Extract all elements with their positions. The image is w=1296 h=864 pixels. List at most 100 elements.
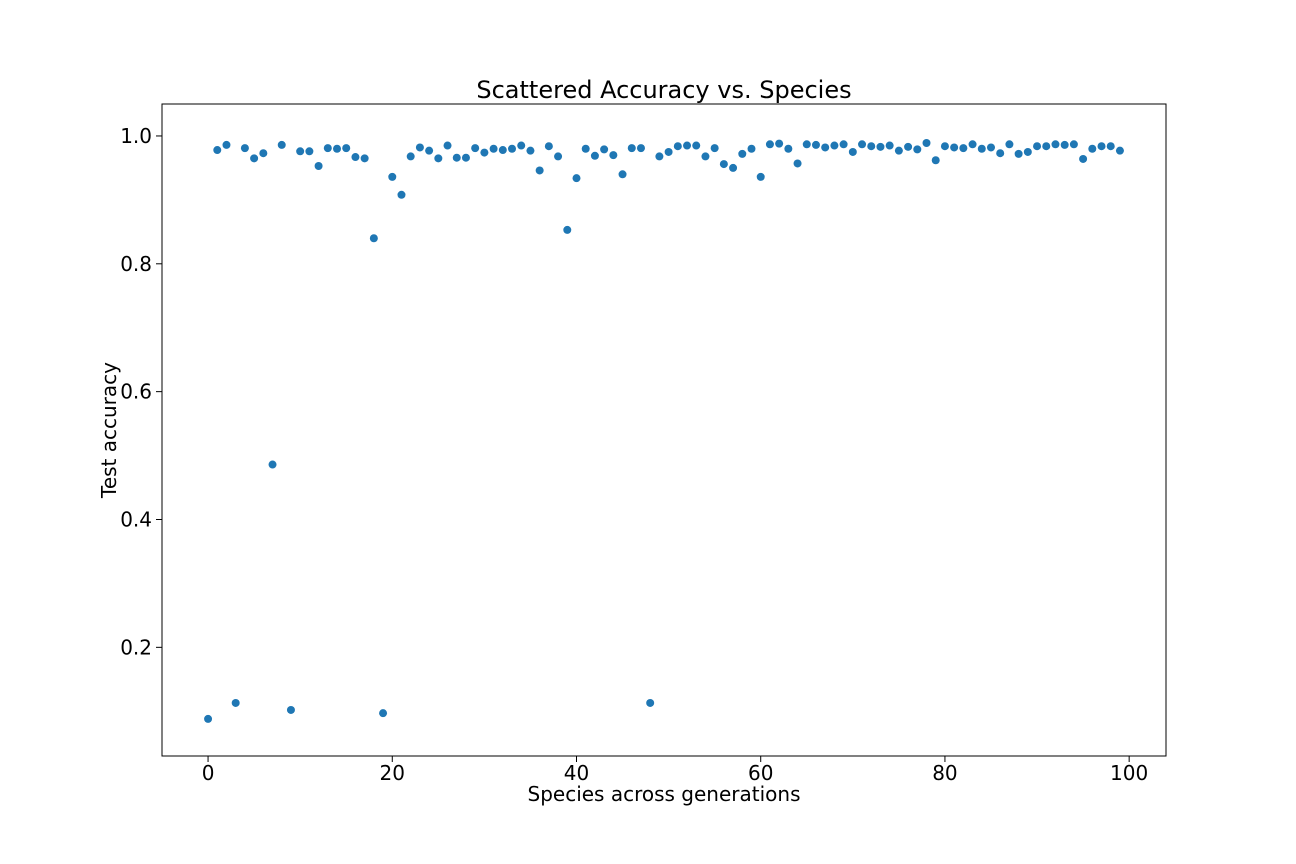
data-point [1005, 140, 1014, 149]
data-point [508, 144, 517, 153]
plot-frame [161, 103, 1167, 757]
data-point [1106, 142, 1115, 151]
data-point [1079, 154, 1088, 163]
data-point [977, 144, 986, 153]
data-point [240, 144, 249, 153]
data-point [471, 144, 480, 153]
data-point [950, 143, 959, 152]
data-point [719, 160, 728, 169]
data-point [1033, 142, 1042, 151]
data-point [489, 144, 498, 153]
y-axis-label: Test accuracy [97, 362, 121, 499]
data-point [452, 153, 461, 162]
data-point [517, 141, 526, 150]
data-point [876, 142, 885, 151]
data-point [1060, 140, 1069, 149]
data-point [839, 140, 848, 149]
data-point [406, 152, 415, 161]
data-point [535, 166, 544, 175]
x-tick-label: 0 [202, 761, 215, 785]
data-point [296, 147, 305, 156]
data-point [480, 148, 489, 157]
y-tick-label: 1.0 [120, 124, 152, 148]
data-point [830, 141, 839, 150]
data-point [268, 460, 277, 469]
data-point [646, 698, 655, 707]
data-point [738, 149, 747, 158]
data-point [204, 714, 213, 723]
data-point [360, 154, 369, 163]
data-point [940, 142, 949, 151]
data-point [959, 144, 968, 153]
data-point [277, 140, 286, 149]
data-point [802, 140, 811, 149]
data-point [590, 151, 599, 160]
data-point [600, 145, 609, 154]
data-point [636, 144, 645, 153]
data-point [793, 159, 802, 168]
data-point [867, 142, 876, 151]
data-point [729, 163, 738, 172]
x-axis-ticks: 0 20 40 60 80 100 [202, 756, 1148, 785]
data-point [986, 143, 995, 152]
data-point [811, 140, 820, 149]
y-tick-label: 0.2 [120, 635, 152, 659]
x-tick-label: 20 [380, 761, 405, 785]
data-point [913, 145, 922, 154]
data-point [213, 146, 222, 155]
data-point [554, 152, 563, 161]
data-point [388, 172, 397, 181]
data-point [333, 144, 342, 153]
data-point [544, 142, 553, 151]
data-point [425, 146, 434, 155]
data-points [204, 138, 1124, 723]
data-point [397, 190, 406, 199]
data-point [821, 143, 830, 152]
data-point [627, 144, 636, 153]
y-tick-label: 0.8 [120, 252, 152, 276]
data-point [1115, 146, 1124, 155]
data-point [434, 154, 443, 163]
data-point [1023, 147, 1032, 156]
data-point [922, 138, 931, 147]
data-point [885, 141, 894, 150]
data-point [904, 142, 913, 151]
data-point [968, 140, 977, 149]
data-point [259, 149, 268, 158]
data-point [572, 174, 581, 183]
data-point [775, 139, 784, 148]
y-tick-label: 0.6 [120, 380, 152, 404]
data-point [710, 144, 719, 153]
data-point [683, 141, 692, 150]
x-tick-label: 60 [748, 761, 773, 785]
data-point [1097, 142, 1106, 151]
data-point [498, 146, 507, 155]
data-point [222, 140, 231, 149]
data-point [673, 142, 682, 151]
data-point [756, 172, 765, 181]
data-point [848, 147, 857, 156]
data-point [655, 152, 664, 161]
data-point [609, 151, 618, 160]
data-point [618, 170, 627, 179]
data-point [701, 152, 710, 161]
data-point [664, 147, 673, 156]
data-point [323, 144, 332, 153]
y-tick-label: 0.4 [120, 507, 152, 531]
data-point [369, 234, 378, 243]
x-axis-label: Species across generations [528, 782, 801, 806]
data-point [415, 143, 424, 152]
data-point [1014, 149, 1023, 158]
data-point [858, 140, 867, 149]
data-point [314, 162, 323, 170]
data-point [286, 705, 295, 714]
data-point [379, 709, 388, 718]
x-tick-label: 100 [1110, 761, 1148, 785]
data-point [342, 144, 351, 153]
data-point [1088, 144, 1097, 153]
data-point [461, 153, 470, 162]
data-point [581, 144, 590, 153]
chart-title: Scattered Accuracy vs. Species [476, 76, 851, 104]
data-point [1069, 140, 1078, 149]
